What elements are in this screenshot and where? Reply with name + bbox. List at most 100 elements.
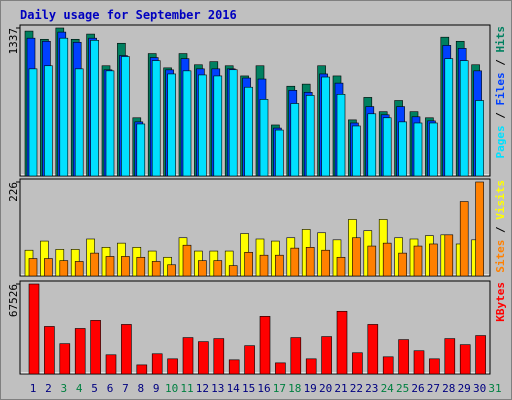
legend: Pages / Files / Hits — [494, 26, 507, 159]
bar — [429, 243, 438, 277]
legend-separator: / — [494, 53, 507, 73]
x-tick-label: 27 — [427, 382, 440, 395]
bar — [475, 100, 484, 177]
bar — [105, 354, 117, 375]
bar — [336, 94, 346, 177]
y-tick-label: 1337 — [7, 28, 20, 55]
bar — [228, 359, 240, 375]
x-tick-label: 31 — [488, 382, 501, 395]
bar — [28, 283, 40, 375]
bar — [228, 69, 238, 177]
bar — [136, 364, 148, 375]
bar — [459, 60, 469, 177]
bar — [352, 237, 361, 277]
bar — [413, 350, 425, 375]
bar — [105, 256, 115, 277]
x-tick-label: 9 — [153, 382, 160, 395]
bar — [74, 328, 86, 375]
bar — [59, 343, 71, 375]
bar — [290, 337, 302, 375]
bar — [459, 344, 471, 375]
bar — [475, 181, 484, 277]
x-tick-label: 28 — [442, 382, 455, 395]
x-tick-label: 10 — [165, 382, 178, 395]
bar — [336, 310, 348, 375]
x-tick-label: 24 — [381, 382, 395, 395]
legend-entry: Pages — [494, 125, 507, 158]
bar — [459, 201, 469, 277]
bar — [444, 58, 454, 177]
bar — [59, 37, 69, 177]
x-tick-label: 11 — [180, 382, 193, 395]
x-tick-label: 12 — [196, 382, 209, 395]
bar — [28, 68, 38, 177]
bar — [228, 265, 238, 277]
x-tick-label: 23 — [365, 382, 378, 395]
chart-title: Daily usage for September 2016 — [20, 8, 237, 22]
bar — [151, 353, 163, 375]
bar — [305, 247, 315, 277]
bar — [90, 252, 99, 277]
bar — [321, 336, 332, 375]
bar — [382, 117, 392, 177]
x-tick-label: 13 — [211, 382, 224, 395]
bar — [121, 256, 130, 277]
bar — [167, 73, 176, 177]
bar — [167, 264, 176, 277]
legend-entry: Sites — [494, 240, 507, 273]
bar — [398, 339, 409, 375]
bar — [398, 121, 407, 177]
bar — [213, 75, 223, 177]
bar — [244, 86, 253, 177]
bar — [429, 358, 440, 375]
y-tick-label: 226 — [7, 182, 20, 202]
bar — [275, 362, 286, 375]
bar — [198, 260, 207, 277]
legend: KBytes — [494, 282, 507, 322]
y-tick-label: 67526 — [7, 284, 20, 317]
bar — [259, 254, 269, 277]
bar — [74, 68, 84, 177]
bar — [198, 74, 207, 177]
x-tick-label: 8 — [137, 382, 144, 395]
bar — [275, 129, 284, 177]
bar — [259, 99, 269, 177]
bar — [182, 244, 192, 277]
bar — [367, 245, 377, 277]
bar — [275, 254, 284, 277]
bar — [290, 247, 300, 277]
bar — [44, 258, 53, 277]
x-tick-label: 5 — [91, 382, 98, 395]
x-tick-label: 29 — [458, 382, 471, 395]
x-tick-label: 26 — [411, 382, 424, 395]
x-tick-label: 4 — [76, 382, 83, 395]
bar — [367, 324, 379, 375]
bar — [90, 39, 99, 177]
bar — [367, 113, 377, 177]
bar — [90, 320, 101, 375]
x-tick-label: 15 — [242, 382, 255, 395]
x-tick-label: 25 — [396, 382, 409, 395]
bar — [444, 234, 454, 277]
legend-separator: / — [494, 220, 507, 240]
bar — [259, 316, 271, 375]
legend-entry: Visits — [494, 180, 507, 220]
bar — [198, 341, 209, 375]
x-tick-label: 3 — [60, 382, 67, 395]
bar — [336, 256, 346, 277]
bar — [74, 261, 84, 277]
bar — [305, 358, 317, 375]
legend-separator: / — [494, 106, 507, 126]
x-tick-label: 6 — [107, 382, 114, 395]
bar — [444, 338, 456, 375]
bar — [213, 260, 223, 277]
bar — [352, 125, 361, 177]
bar — [182, 70, 192, 177]
bar — [398, 252, 407, 277]
bar — [151, 60, 161, 177]
bar — [413, 245, 423, 277]
bar — [44, 326, 55, 375]
legend: Sites / Visits — [494, 180, 507, 273]
